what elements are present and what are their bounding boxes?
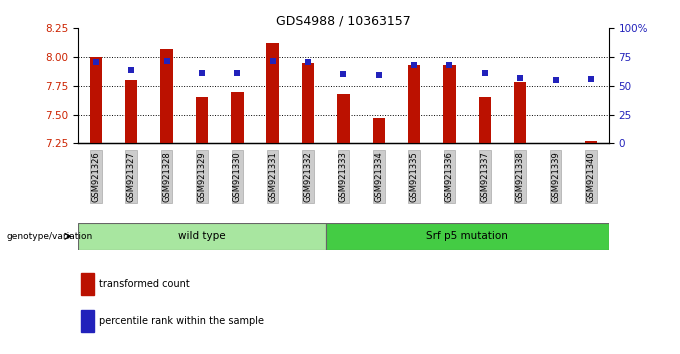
Text: Srf p5 mutation: Srf p5 mutation [426, 231, 508, 241]
Bar [326, 223, 609, 250]
Point [90, 59, 101, 64]
Point [479, 70, 490, 76]
Point [161, 58, 172, 63]
Bar [231, 92, 243, 143]
Bar [443, 65, 456, 143]
Bar [373, 118, 385, 143]
Point [550, 77, 561, 83]
Point [267, 58, 278, 63]
Text: percentile rank within the sample: percentile rank within the sample [99, 316, 264, 326]
Point [126, 67, 137, 73]
Point [303, 59, 313, 64]
Point [338, 72, 349, 77]
Bar [90, 57, 102, 143]
Bar [337, 94, 350, 143]
Bar [82, 273, 94, 295]
Bar [82, 310, 94, 332]
Point [444, 62, 455, 68]
Text: wild type: wild type [178, 231, 226, 241]
Point [409, 62, 420, 68]
Bar [267, 43, 279, 143]
Point [585, 76, 596, 82]
Bar [408, 65, 420, 143]
Bar [479, 97, 491, 143]
Point [197, 70, 207, 76]
Bar [196, 97, 208, 143]
Bar [78, 223, 326, 250]
Point [515, 75, 526, 81]
Bar [125, 80, 137, 143]
Bar [585, 141, 597, 143]
Point [373, 73, 384, 78]
Bar [160, 49, 173, 143]
Title: GDS4988 / 10363157: GDS4988 / 10363157 [276, 14, 411, 27]
Point [232, 70, 243, 76]
Bar [302, 63, 314, 143]
Text: transformed count: transformed count [99, 279, 190, 289]
Bar [514, 82, 526, 143]
Text: genotype/variation: genotype/variation [7, 232, 93, 241]
